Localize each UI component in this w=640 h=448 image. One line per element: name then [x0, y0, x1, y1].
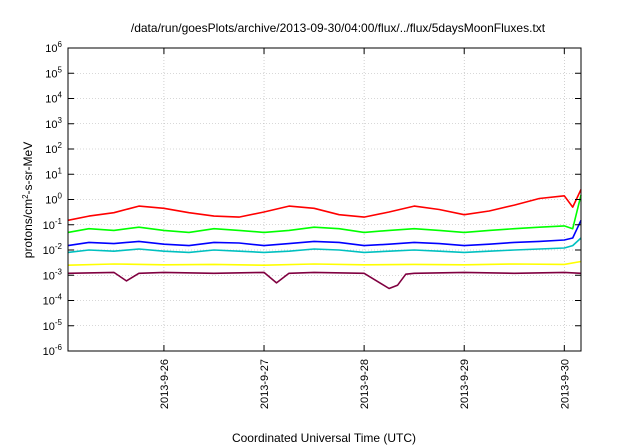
x-tick-label: 2013-9-30	[559, 359, 571, 409]
series-line-2	[67, 194, 582, 234]
y-tick-label: 100	[45, 192, 62, 207]
y-tick-base: 10	[43, 346, 55, 358]
y-tick-base: 10	[43, 270, 55, 282]
y-tick-exponent: 2	[58, 141, 63, 150]
x-tick-label: 2013-9-29	[459, 359, 471, 409]
axis-ticks	[68, 47, 581, 352]
x-tick-label: 2013-9-27	[259, 359, 271, 409]
y-tick-base: 10	[45, 94, 57, 106]
x-tick-labels: 2013-9-26 2013-9-27 2013-9-28 2013-9-29 2013…	[159, 359, 571, 409]
series-line-6	[67, 271, 582, 290]
y-axis-label-post: -s-sr-MeV	[21, 142, 35, 195]
y-tick-base: 10	[43, 296, 55, 308]
y-tick-exponent: -6	[55, 343, 63, 352]
chart-title: /data/run/goesPlots/archive/2013-09-30/0…	[131, 21, 546, 35]
y-tick-label: 10-2	[43, 242, 63, 257]
y-tick-exponent: -5	[55, 318, 63, 327]
y-tick-label: 10-4	[43, 293, 63, 308]
y-tick-labels: 10-610-510-410-310-210-11001011021031041…	[43, 40, 63, 358]
y-tick-base: 10	[43, 321, 55, 333]
y-tick-base: 10	[45, 195, 57, 207]
y-axis-label-pre: protons/cm	[21, 199, 35, 258]
y-tick-base: 10	[43, 220, 55, 232]
grid	[68, 47, 581, 352]
series-line-4	[67, 237, 582, 254]
x-tick-label: 2013-9-28	[359, 359, 371, 409]
y-tick-base: 10	[43, 245, 55, 257]
y-tick-label: 106	[45, 40, 62, 55]
y-tick-exponent: 5	[58, 65, 63, 74]
y-tick-exponent: -3	[55, 267, 63, 276]
y-tick-base: 10	[45, 43, 57, 55]
y-tick-exponent: 3	[58, 116, 63, 125]
y-tick-label: 10-6	[43, 343, 63, 358]
y-tick-base: 10	[45, 68, 57, 80]
series-line-5	[67, 260, 582, 266]
y-tick-label: 10-3	[43, 267, 63, 282]
y-tick-exponent: 1	[58, 166, 63, 175]
y-tick-label: 104	[45, 91, 62, 106]
y-tick-exponent: -4	[55, 293, 63, 302]
y-tick-base: 10	[45, 119, 57, 131]
plot-frame	[67, 47, 582, 352]
y-tick-base: 10	[45, 169, 57, 181]
y-tick-base: 10	[45, 144, 57, 156]
y-tick-label: 10-1	[43, 217, 63, 232]
y-tick-label: 102	[45, 141, 62, 156]
y-tick-label: 105	[45, 65, 62, 80]
y-tick-exponent: 4	[58, 91, 63, 100]
y-tick-label: 10-5	[43, 318, 63, 333]
y-tick-exponent: -2	[55, 242, 63, 251]
x-tick-label: 2013-9-26	[159, 359, 171, 409]
y-axis-label: protons/cm2-s-sr-MeV	[21, 142, 36, 258]
y-tick-exponent: -1	[55, 217, 63, 226]
series-line-3	[67, 219, 582, 247]
y-tick-label: 101	[45, 166, 62, 181]
x-axis-label: Coordinated Universal Time (UTC)	[232, 431, 416, 445]
y-tick-label: 103	[45, 116, 62, 131]
plot-series	[67, 189, 582, 290]
y-tick-exponent: 6	[58, 40, 63, 49]
series-line-1	[67, 189, 582, 222]
y-tick-exponent: 0	[58, 192, 63, 201]
y-axis-label-sup: 2	[21, 194, 30, 199]
